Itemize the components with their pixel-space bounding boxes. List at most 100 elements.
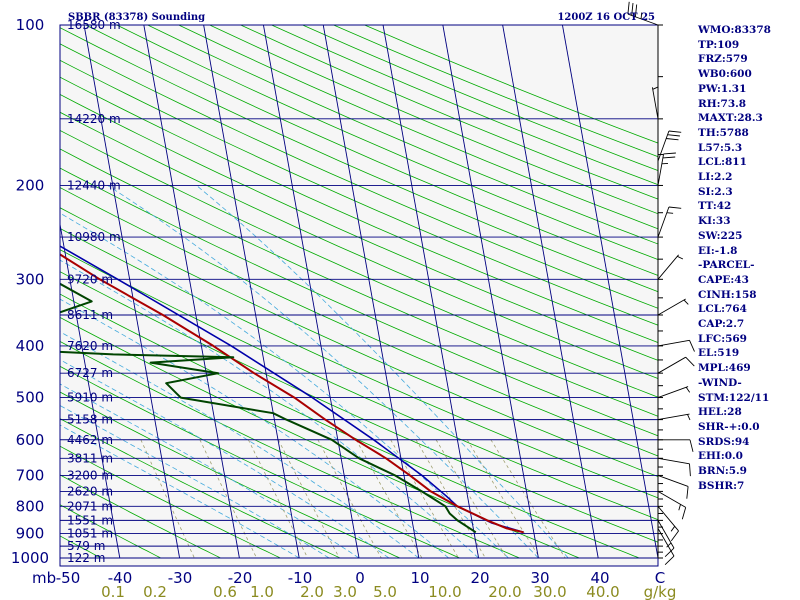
height-label: 12440 m bbox=[67, 178, 121, 192]
isotherm-line bbox=[83, 25, 181, 559]
pressure-tick-label: 200 bbox=[16, 176, 45, 194]
index-item: BRN:5.9 bbox=[698, 465, 747, 478]
temperature-tick-label: 30 bbox=[530, 569, 549, 587]
height-label: 1051 m bbox=[67, 527, 113, 541]
mixing-ratio-label: g/kg bbox=[644, 583, 677, 600]
isotherm-line bbox=[561, 25, 658, 559]
index-item: HEL:28 bbox=[698, 406, 742, 419]
mixing-ratio-label: 0.1 bbox=[101, 583, 125, 600]
wind-barb bbox=[657, 339, 695, 352]
index-item: SRDS:94 bbox=[698, 435, 750, 448]
plot-area bbox=[60, 25, 658, 566]
wind-barb bbox=[657, 413, 691, 421]
index-item: CINH:158 bbox=[698, 288, 757, 301]
isotherm-line bbox=[203, 25, 300, 559]
mixing-ratio-label: 0.2 bbox=[143, 583, 167, 600]
wind-barb bbox=[657, 254, 684, 280]
index-item: TT:42 bbox=[698, 200, 732, 213]
index-item: EL:519 bbox=[698, 347, 740, 360]
index-item: LCL:811 bbox=[698, 156, 747, 169]
moist-adiabat-line bbox=[60, 212, 509, 559]
mixing-ratio-label: 5.0 bbox=[373, 583, 397, 600]
wind-barb bbox=[657, 528, 675, 566]
index-item: TH:5788 bbox=[698, 126, 749, 139]
index-item: LFC:569 bbox=[698, 332, 747, 345]
wind-barb bbox=[627, 1, 659, 26]
mixing-ratio-label: 20.0 bbox=[488, 583, 521, 600]
wind-barb bbox=[657, 152, 676, 186]
pressure-tick-label: 300 bbox=[16, 270, 45, 288]
isotherm-line bbox=[143, 25, 240, 559]
index-item: WB0:600 bbox=[698, 68, 752, 81]
height-label: 8611 m bbox=[67, 308, 113, 322]
mixing-ratio-line bbox=[317, 439, 382, 559]
moist-adiabat-line bbox=[60, 259, 479, 559]
height-label: 1551 m bbox=[67, 513, 113, 527]
wind-barb bbox=[657, 506, 679, 542]
wind-barb bbox=[657, 474, 689, 499]
index-item: PW:1.31 bbox=[698, 82, 747, 95]
isotherm-line bbox=[262, 25, 360, 559]
temperature-tick-label: -20 bbox=[228, 569, 253, 587]
height-label: 3200 m bbox=[67, 468, 113, 482]
moist-adiabat-line bbox=[107, 185, 539, 559]
index-item: CAP:2.7 bbox=[698, 318, 745, 331]
height-label: 2071 m bbox=[67, 499, 113, 513]
height-label: 9720 m bbox=[67, 272, 113, 286]
wind-barb bbox=[657, 386, 691, 399]
wind-barb bbox=[657, 457, 691, 477]
temperature-tick-label: -10 bbox=[288, 569, 313, 587]
height-label: 10980 m bbox=[67, 230, 121, 244]
height-label: 7620 m bbox=[67, 339, 113, 353]
mixing-ratio-label: 2.0 bbox=[300, 583, 324, 600]
isotherm-line bbox=[382, 25, 480, 559]
height-label: 5158 m bbox=[67, 413, 113, 427]
index-item: WMO:83378 bbox=[698, 24, 771, 36]
pressure-tick-label: 800 bbox=[16, 497, 45, 515]
index-item: FRZ:579 bbox=[698, 53, 748, 66]
pressure-tick-label: 900 bbox=[16, 525, 45, 543]
temperature-tick-label: -40 bbox=[108, 569, 133, 587]
temperature-tick-label: 40 bbox=[590, 569, 609, 587]
mixing-ratio-label: 30.0 bbox=[533, 583, 566, 600]
temperature-profile-line bbox=[60, 253, 524, 534]
pressure-tick-label: 1000 bbox=[11, 549, 49, 567]
index-item: L57:5.3 bbox=[698, 141, 743, 154]
index-item: BSHR:7 bbox=[698, 479, 745, 492]
wind-barb bbox=[657, 206, 682, 238]
wind-barb bbox=[657, 130, 682, 162]
height-label: 6727 m bbox=[67, 366, 113, 380]
wind-barb bbox=[657, 520, 675, 558]
mixing-ratio-label: 40.0 bbox=[586, 583, 619, 600]
index-item: EHI:0.0 bbox=[698, 450, 743, 463]
index-item: -WIND- bbox=[698, 376, 742, 389]
valid-time: 1200Z 16 OCT 25 bbox=[557, 12, 655, 23]
index-item: CAPE:43 bbox=[698, 273, 749, 286]
chart-title: SBBR (83378) Sounding bbox=[68, 12, 205, 23]
index-item: LCL:764 bbox=[698, 303, 747, 316]
isotherm-line bbox=[442, 25, 539, 559]
height-label: 5910 m bbox=[67, 391, 113, 405]
index-item: LI:2.2 bbox=[698, 171, 733, 184]
index-item: KI:33 bbox=[698, 215, 731, 228]
mixing-ratio-label: 10.0 bbox=[428, 583, 461, 600]
pressure-tick-label: 700 bbox=[16, 466, 45, 484]
height-label: 122 m bbox=[67, 551, 105, 565]
index-item: EI:-1.8 bbox=[698, 244, 738, 257]
mixing-ratio-label: 1.0 bbox=[250, 583, 274, 600]
index-item: SW:225 bbox=[698, 229, 743, 242]
stability-indices-panel: WMO:83378 TP:109 FRZ:579 WB0:600 PW:1.31 RH:7… bbox=[698, 23, 798, 494]
index-item: MPL:469 bbox=[698, 362, 751, 375]
height-label: 16580 m bbox=[67, 18, 121, 32]
pressure-tick-label: 100 bbox=[16, 16, 45, 34]
dewpoint-profile-line bbox=[60, 282, 477, 534]
moist-adiabat-line bbox=[60, 405, 330, 559]
height-label: 3811 m bbox=[67, 451, 113, 465]
index-item: RH:73.8 bbox=[698, 97, 747, 110]
mixing-ratio-label: 3.0 bbox=[333, 583, 357, 600]
temperature-tick-label: 0 bbox=[355, 569, 365, 587]
height-label: 4462 m bbox=[67, 433, 113, 447]
